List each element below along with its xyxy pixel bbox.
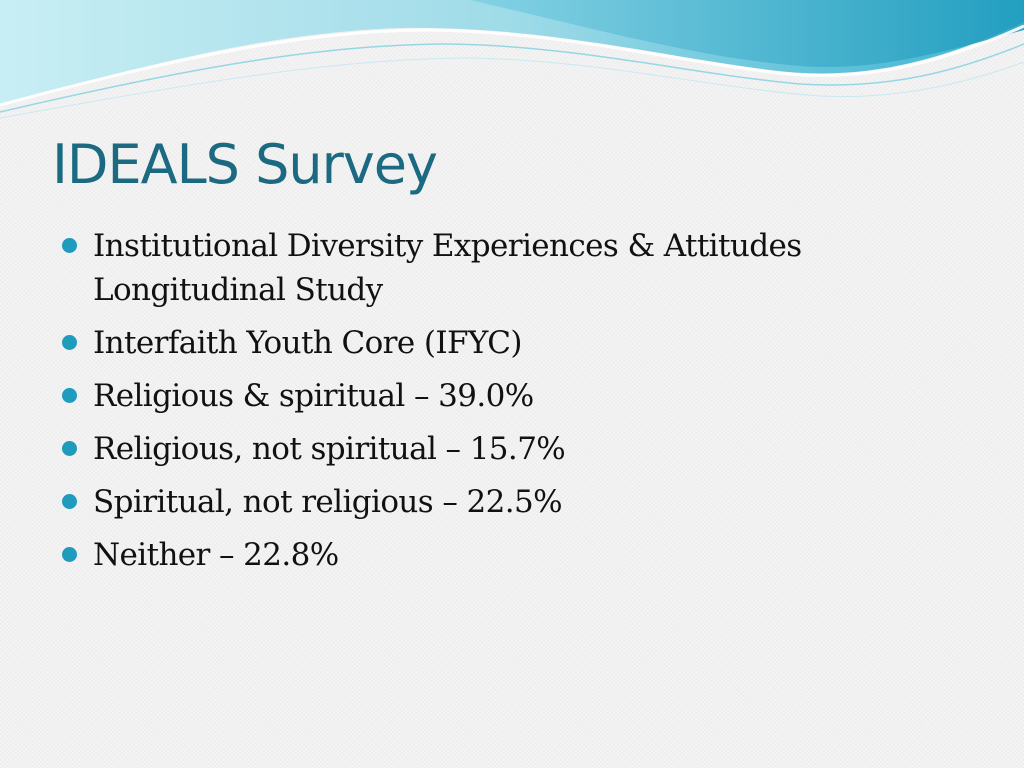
bullet-dot-icon xyxy=(62,238,77,253)
bullet-text: Religious & spiritual – 39.0% xyxy=(93,378,534,414)
bullet-text: Interfaith Youth Core (IFYC) xyxy=(93,325,522,361)
bullet-item: Interfaith Youth Core (IFYC) xyxy=(62,321,982,365)
bullet-item: Religious & spiritual – 39.0% xyxy=(62,374,982,418)
header-wave-decoration xyxy=(0,0,1024,119)
bullet-dot-icon xyxy=(62,388,77,403)
bullet-text: Spiritual, not religious – 22.5% xyxy=(93,484,563,520)
bullet-dot-icon xyxy=(62,335,77,350)
bullet-dot-icon xyxy=(62,547,77,562)
bullet-item: Neither – 22.8% xyxy=(62,533,982,577)
bullet-dot-icon xyxy=(62,494,77,509)
bullet-item: Institutional Diversity Experiences & At… xyxy=(62,224,982,312)
bullet-item: Spiritual, not religious – 22.5% xyxy=(62,480,982,524)
bullet-item: Religious, not spiritual – 15.7% xyxy=(62,427,982,471)
slide-title: IDEALS Survey xyxy=(52,133,438,196)
bullet-text: Religious, not spiritual – 15.7% xyxy=(93,431,566,467)
bullet-dot-icon xyxy=(62,441,77,456)
bullet-text: Institutional Diversity Experiences & At… xyxy=(93,228,802,308)
bullet-list: Institutional Diversity Experiences & At… xyxy=(62,224,982,586)
bullet-text: Neither – 22.8% xyxy=(93,537,339,573)
